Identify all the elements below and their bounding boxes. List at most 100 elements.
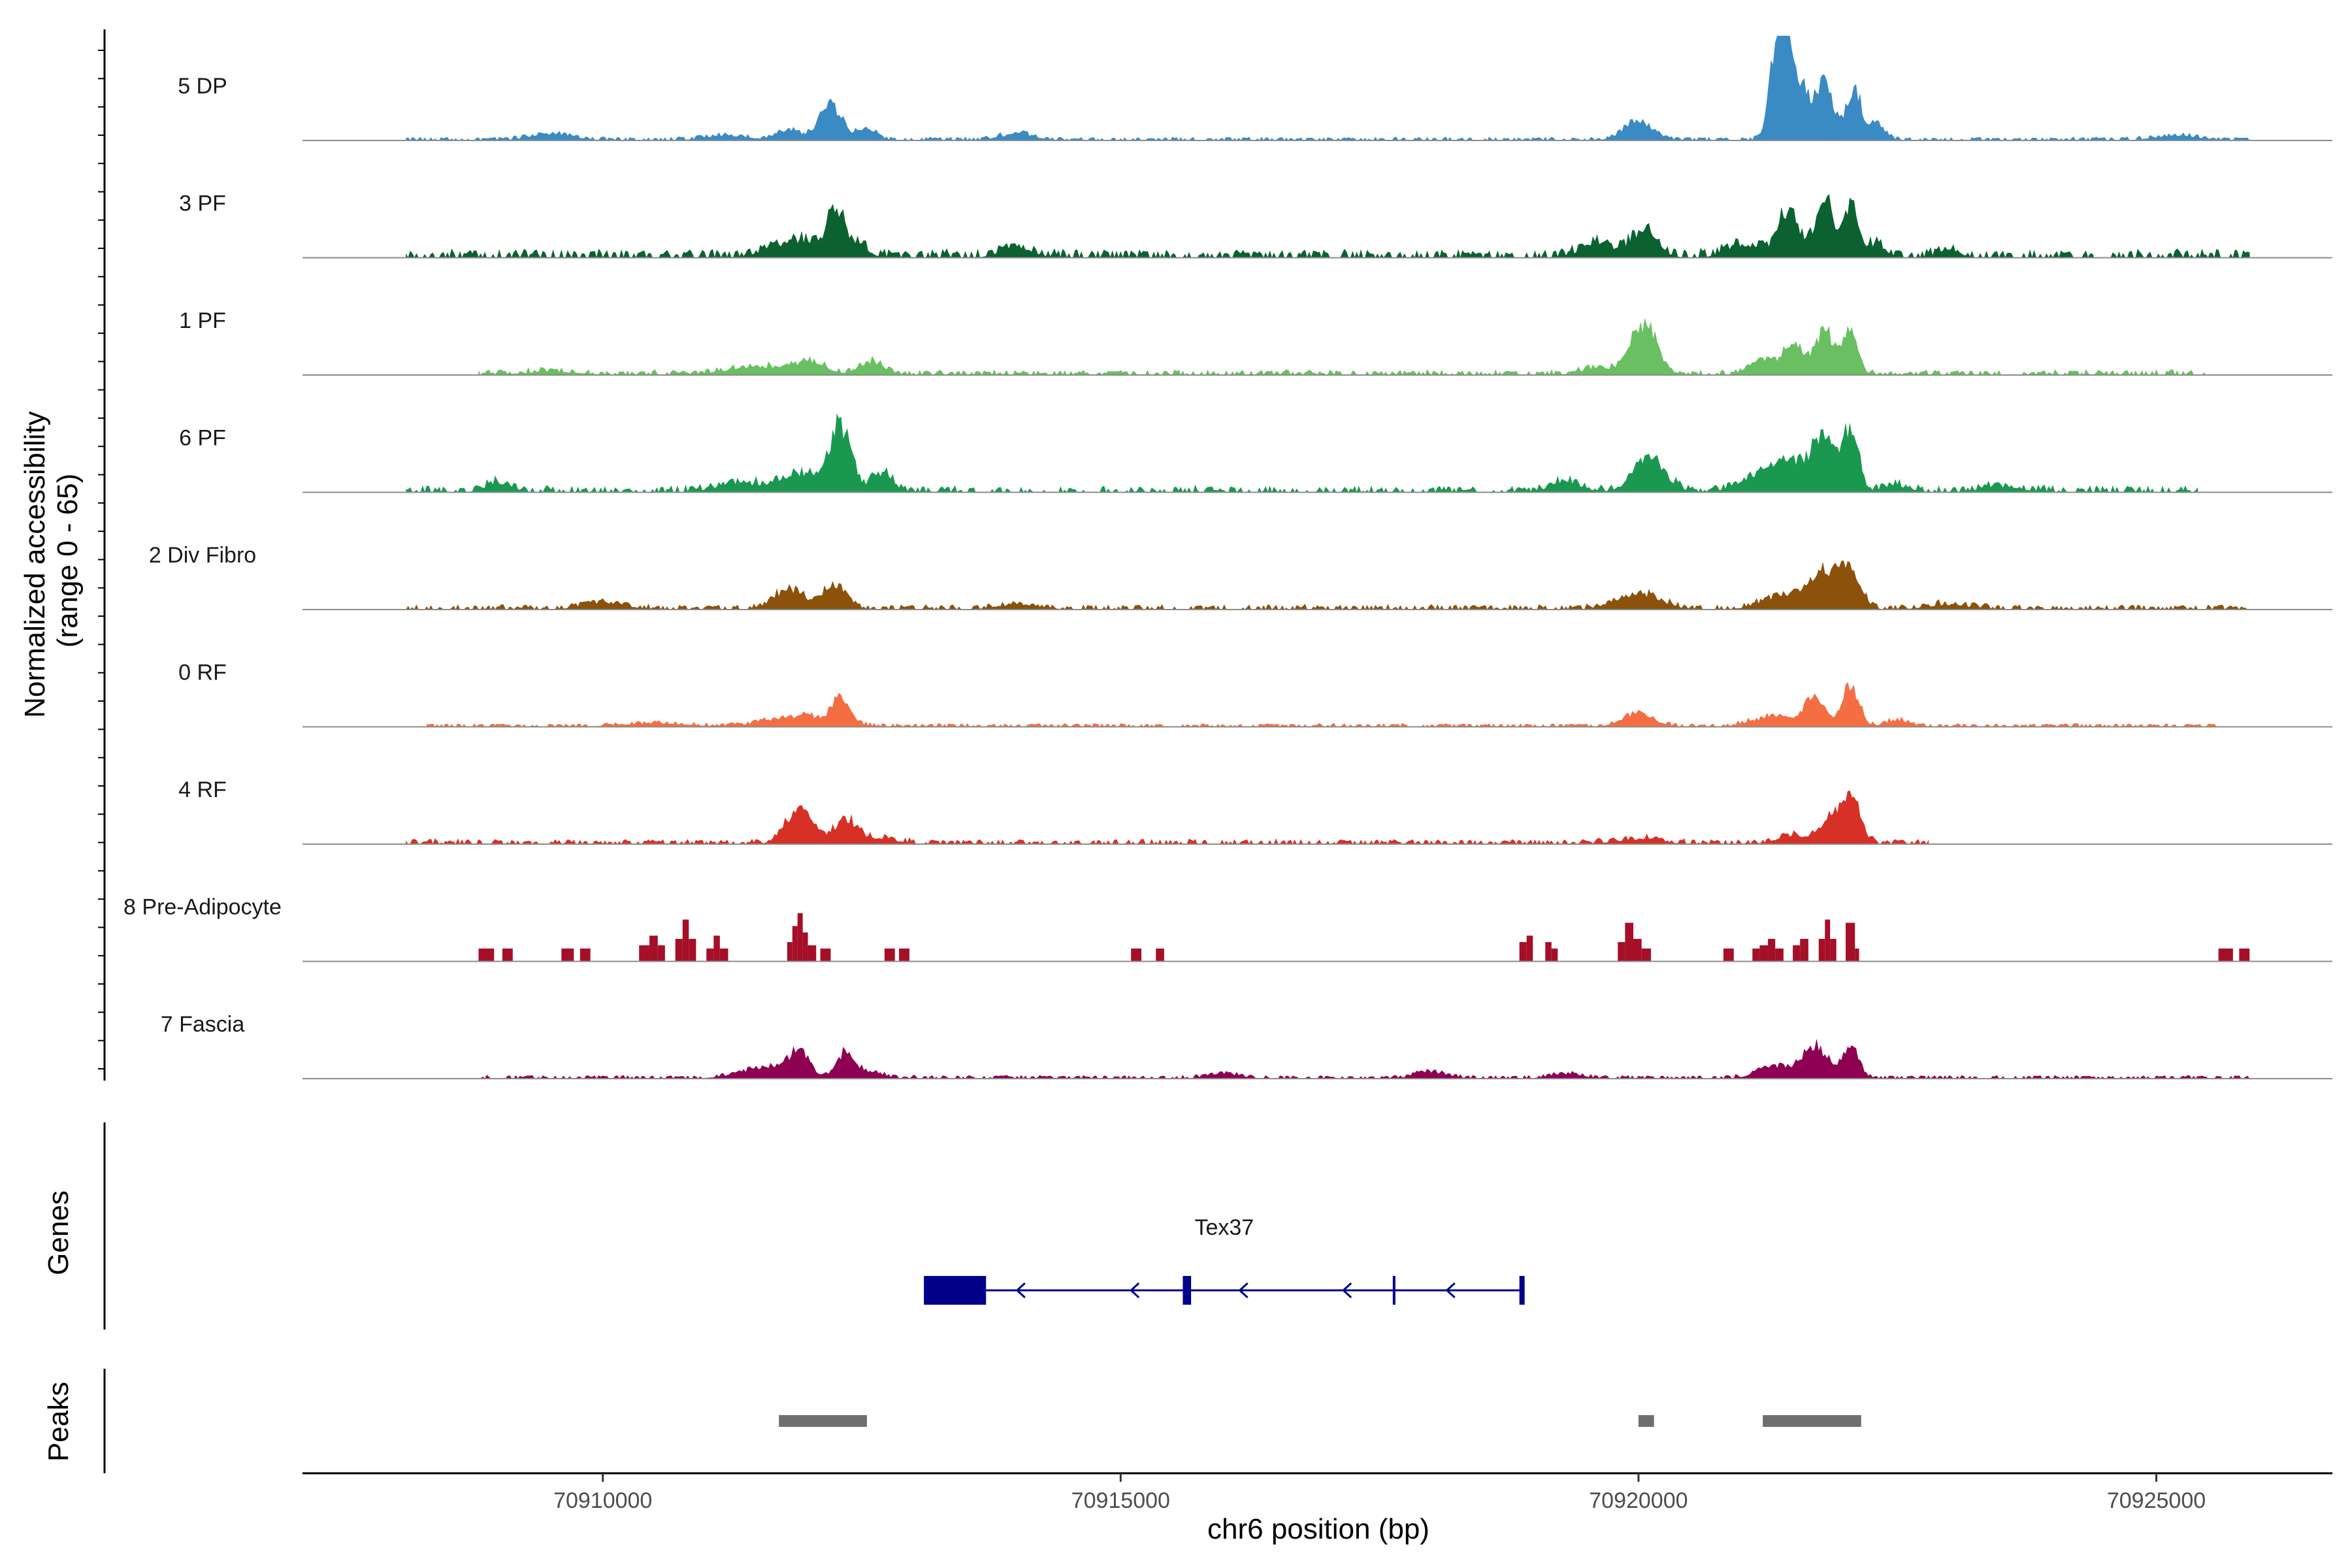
y-axis [98,29,106,1081]
track-label: 0 RF [178,661,227,685]
genes-panel-label: Genes [42,1190,74,1275]
x-tick-label: 70925000 [2107,1488,2206,1513]
coverage-bin [719,948,728,962]
y-axis-title: Normalized accessibility (range 0 - 65) [19,403,84,718]
coverage-bin [1723,948,1734,962]
coverage-bin [1551,948,1558,962]
coverage-bin [1818,939,1825,962]
coverage-bin [884,948,895,962]
peak-regions [779,1415,1861,1427]
coverage-bin [1519,941,1527,962]
peak-region [1638,1415,1654,1427]
gene-exon [1183,1276,1192,1305]
coverage-bin [580,948,591,962]
coverage-bin [1752,948,1760,962]
coverage-bin [1800,939,1808,962]
y-axis-title-line1: Normalized accessibility [19,411,51,717]
track-label: 4 RF [178,777,227,802]
coverage-bin [2239,948,2250,962]
strand-arrow-icon [1238,1282,1249,1299]
track-label: 3 PF [179,191,226,216]
track-label: 8 Pre-Adipocyte [123,895,282,920]
coverage-bin [1775,948,1784,962]
svg-text:Normalized accessibility: Normalized accessibility (range 0 - 65) [19,403,84,718]
track-label: 5 DP [178,74,227,99]
coverage-area [478,1039,2250,1079]
coverage-bin [657,945,665,962]
coverage-bin [1641,948,1651,962]
coverage-area [405,561,2250,610]
coverage-bin [1633,939,1642,962]
x-tick-label: 70920000 [1589,1488,1688,1513]
coverage-bin [502,948,513,962]
coverage-area [406,193,2250,259]
coverage-bin [1625,923,1633,962]
coverage-bin [1825,919,1831,962]
track-7-fascia: 7 Fascia [161,1012,2332,1079]
coverage-bin [675,939,683,962]
coverage-bin [682,919,689,962]
genes-panel: Genes [42,1122,106,1330]
track-6-pf: 6 PF [179,414,2332,493]
coverage-area [478,318,2208,376]
coverage-bin [706,948,714,962]
gene-exon [924,1276,987,1305]
peaks-panel-label: Peaks [42,1382,74,1462]
track-label: 7 Fascia [161,1012,245,1037]
x-tick-label: 70910000 [553,1488,652,1513]
track-1-pf: 1 PF [179,308,2332,376]
coverage-bin [713,936,720,962]
coverage-bin [1855,948,1859,962]
coverage-bin [1768,939,1776,962]
coverage-bin [1618,941,1625,962]
coverage-area [406,414,2198,493]
track-0-rf: 0 RF [178,661,2332,728]
x-axis-title: chr6 position (bp) [1207,1513,1429,1545]
peak-region [779,1415,867,1427]
coverage-bin [478,948,495,962]
track-3-pf: 3 PF [179,191,2332,259]
coverage-bin [899,948,909,962]
coverage-bin [808,945,817,962]
coverage-bin [649,936,658,962]
coverage-bin [1131,948,1142,962]
coverage-bin [797,913,803,962]
gene-tex37: Tex37 [924,1215,1525,1305]
coverage-tracks: 5 DP 3 PF 1 PF 6 PF 2 Div Fibro 0 RF 4 RF 8 Pre… [123,35,2332,1079]
coverage-bin [787,941,792,962]
coverage-bin [792,926,798,962]
coverage-bin [1156,948,1164,962]
coverage-bin [639,945,650,962]
peak-region [1763,1415,1861,1427]
coverage-bin [1845,923,1855,962]
coverage-area [406,35,2250,141]
strand-arrow-icon [1129,1282,1140,1299]
gene-models: Tex37 [924,1215,1525,1305]
x-axis: 70910000 70915000 70920000 70925000 [302,1472,2332,1513]
coverage-bin [1830,939,1837,962]
coverage-area [426,681,2219,728]
coverage-bin [561,948,574,962]
coverage-bin [1526,936,1533,962]
coverage-bin [2218,948,2233,962]
gene-exon [1519,1276,1525,1305]
track-label: 6 PF [179,426,226,451]
coverage-bin [689,939,696,962]
track-5-dp: 5 DP [178,35,2332,141]
track-label: 1 PF [179,308,226,333]
coverage-bin [1545,941,1552,962]
gene-label: Tex37 [1194,1215,1254,1240]
y-axis-title-line2: (range 0 - 65) [52,474,84,648]
coverage-bin [820,948,831,962]
strand-arrow-icon [1015,1282,1026,1299]
strand-arrow-icon [1341,1282,1352,1299]
track-2-div-fibro: 2 Div Fibro [149,543,2332,610]
peaks-panel: Peaks [42,1369,106,1473]
track-label: 2 Div Fibro [149,543,256,568]
coverage-area [406,790,1929,845]
x-tick-label: 70915000 [1071,1488,1170,1513]
coverage-bin [1793,945,1801,962]
track-4-rf: 4 RF [178,777,2332,845]
track-8-pre-adipocyte: 8 Pre-Adipocyte [123,895,2332,962]
